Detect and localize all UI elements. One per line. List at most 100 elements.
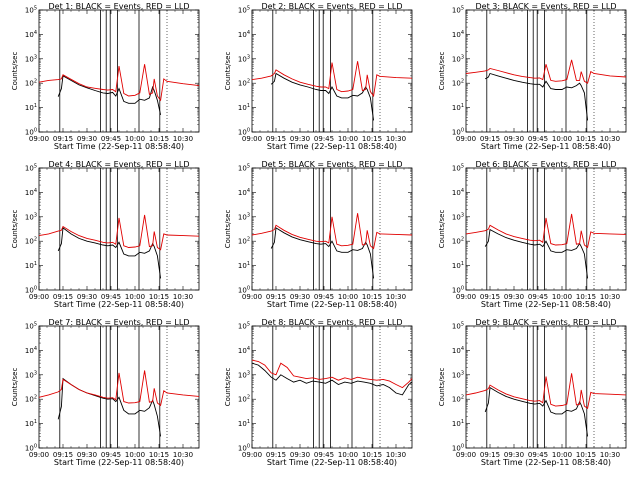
y-tick-label: 102 [452,395,464,404]
x-tick-label: 09:15 [480,293,500,301]
x-tick-label: 09:00 [29,451,49,459]
plot-frame [465,167,627,291]
panel-8: Det 8: BLACK = Events, RED = LLD 100 101 10… [224,318,413,467]
x-tick-label: 09:45 [314,293,334,301]
x-tick-label: 09:30 [77,135,97,143]
y-tick-label: 104 [238,30,250,39]
x-tick-label: 09:15 [480,135,500,143]
y-tick-label: 104 [452,30,464,39]
panel-7: Det 7: BLACK = Events, RED = LLD 100 101 10… [11,318,200,467]
x-tick-label: 10:15 [149,293,169,301]
x-tick-label: 09:30 [290,293,310,301]
panel-title: Det 2: BLACK = Events, RED = LLD [262,2,403,11]
panel-2: Det 2: BLACK = Events, RED = LLD 100 101 10… [224,2,413,151]
y-tick-label: 102 [25,237,37,246]
x-tick-label: 09:15 [53,135,73,143]
x-tick-label: 10:00 [552,293,572,301]
x-tick-label: 10:00 [338,135,358,143]
x-tick-label: 10:00 [125,293,145,301]
x-axis-label: Start Time (22-Sep-11 08:58:40) [481,300,611,309]
x-tick-label: 09:45 [314,135,334,143]
y-tick-label: 104 [238,188,250,197]
y-tick-label: 105 [238,164,250,173]
x-tick-label: 10:30 [173,135,193,143]
y-tick-label: 100 [25,444,37,453]
panel-3: Det 3: BLACK = Events, RED = LLD 100 101 10… [438,2,627,151]
x-axis-label: Start Time (22-Sep-11 08:58:40) [54,300,184,309]
events-series-line [57,227,162,279]
y-tick-label: 103 [452,212,464,221]
x-tick-label: 09:45 [101,293,121,301]
y-tick-label: 104 [452,188,464,197]
x-tick-label: 10:15 [149,135,169,143]
events-series-line [484,386,589,437]
y-tick-label: 100 [238,128,250,137]
x-tick-label: 10:15 [576,135,596,143]
x-tick-label: 09:00 [456,135,476,143]
y-tick-label: 103 [25,370,37,379]
panel-title: Det 4: BLACK = Events, RED = LLD [49,160,190,169]
y-tick-label: 105 [25,322,37,331]
x-tick-label: 09:15 [480,451,500,459]
y-tick-label: 103 [238,370,250,379]
y-tick-label: 100 [452,286,464,295]
y-tick-label: 105 [452,6,464,15]
x-tick-label: 10:30 [600,451,620,459]
x-tick-label: 09:15 [53,293,73,301]
y-tick-label: 104 [25,188,37,197]
x-tick-label: 09:30 [290,451,310,459]
x-tick-label: 09:30 [77,293,97,301]
x-tick-label: 09:45 [101,451,121,459]
y-tick-label: 100 [25,286,37,295]
lld-series-line [251,359,413,389]
y-axis-label: Counts/sec [224,210,232,249]
x-axis-label: Start Time (22-Sep-11 08:58:40) [481,142,611,151]
y-tick-label: 102 [25,79,37,88]
x-tick-label: 10:30 [386,451,406,459]
y-tick-label: 105 [452,164,464,173]
x-tick-label: 10:15 [576,293,596,301]
y-tick-label: 102 [452,79,464,88]
x-tick-label: 10:15 [149,451,169,459]
lld-series-line [38,214,200,251]
y-tick-label: 101 [238,103,250,112]
y-tick-label: 104 [452,346,464,355]
panel-1: Det 1: BLACK = Events, RED = LLD 100 101 10… [11,2,200,151]
y-tick-label: 101 [452,261,464,270]
x-tick-label: 10:00 [125,451,145,459]
panel-4: Det 4: BLACK = Events, RED = LLD 100 101 10… [11,160,200,309]
y-axis-label: Counts/sec [224,368,232,407]
y-tick-label: 105 [238,6,250,15]
x-axis-label: Start Time (22-Sep-11 08:58:40) [54,458,184,467]
x-tick-label: 10:15 [362,293,382,301]
x-tick-label: 09:30 [504,293,524,301]
x-tick-label: 09:00 [456,451,476,459]
x-tick-label: 10:30 [386,135,406,143]
y-tick-label: 101 [452,103,464,112]
x-tick-label: 10:30 [600,293,620,301]
x-tick-label: 10:30 [173,293,193,301]
x-tick-label: 10:00 [552,135,572,143]
y-tick-label: 101 [238,261,250,270]
y-axis-label: Counts/sec [224,52,232,91]
y-axis-label: Counts/sec [438,210,446,249]
y-tick-label: 102 [25,395,37,404]
y-axis-label: Counts/sec [438,52,446,91]
y-axis-label: Counts/sec [11,52,19,91]
lld-series-line [38,370,200,407]
panel-title: Det 1: BLACK = Events, RED = LLD [49,2,190,11]
plot-frame [38,9,200,133]
y-tick-label: 105 [25,6,37,15]
y-axis-label: Counts/sec [11,368,19,407]
y-tick-label: 105 [238,322,250,331]
x-tick-label: 09:45 [101,135,121,143]
y-tick-label: 101 [238,419,250,428]
x-tick-label: 09:15 [266,451,286,459]
y-tick-label: 100 [452,444,464,453]
x-tick-label: 09:45 [314,451,334,459]
y-tick-label: 101 [25,103,37,112]
x-tick-label: 10:30 [386,293,406,301]
y-axis-label: Counts/sec [11,210,19,249]
